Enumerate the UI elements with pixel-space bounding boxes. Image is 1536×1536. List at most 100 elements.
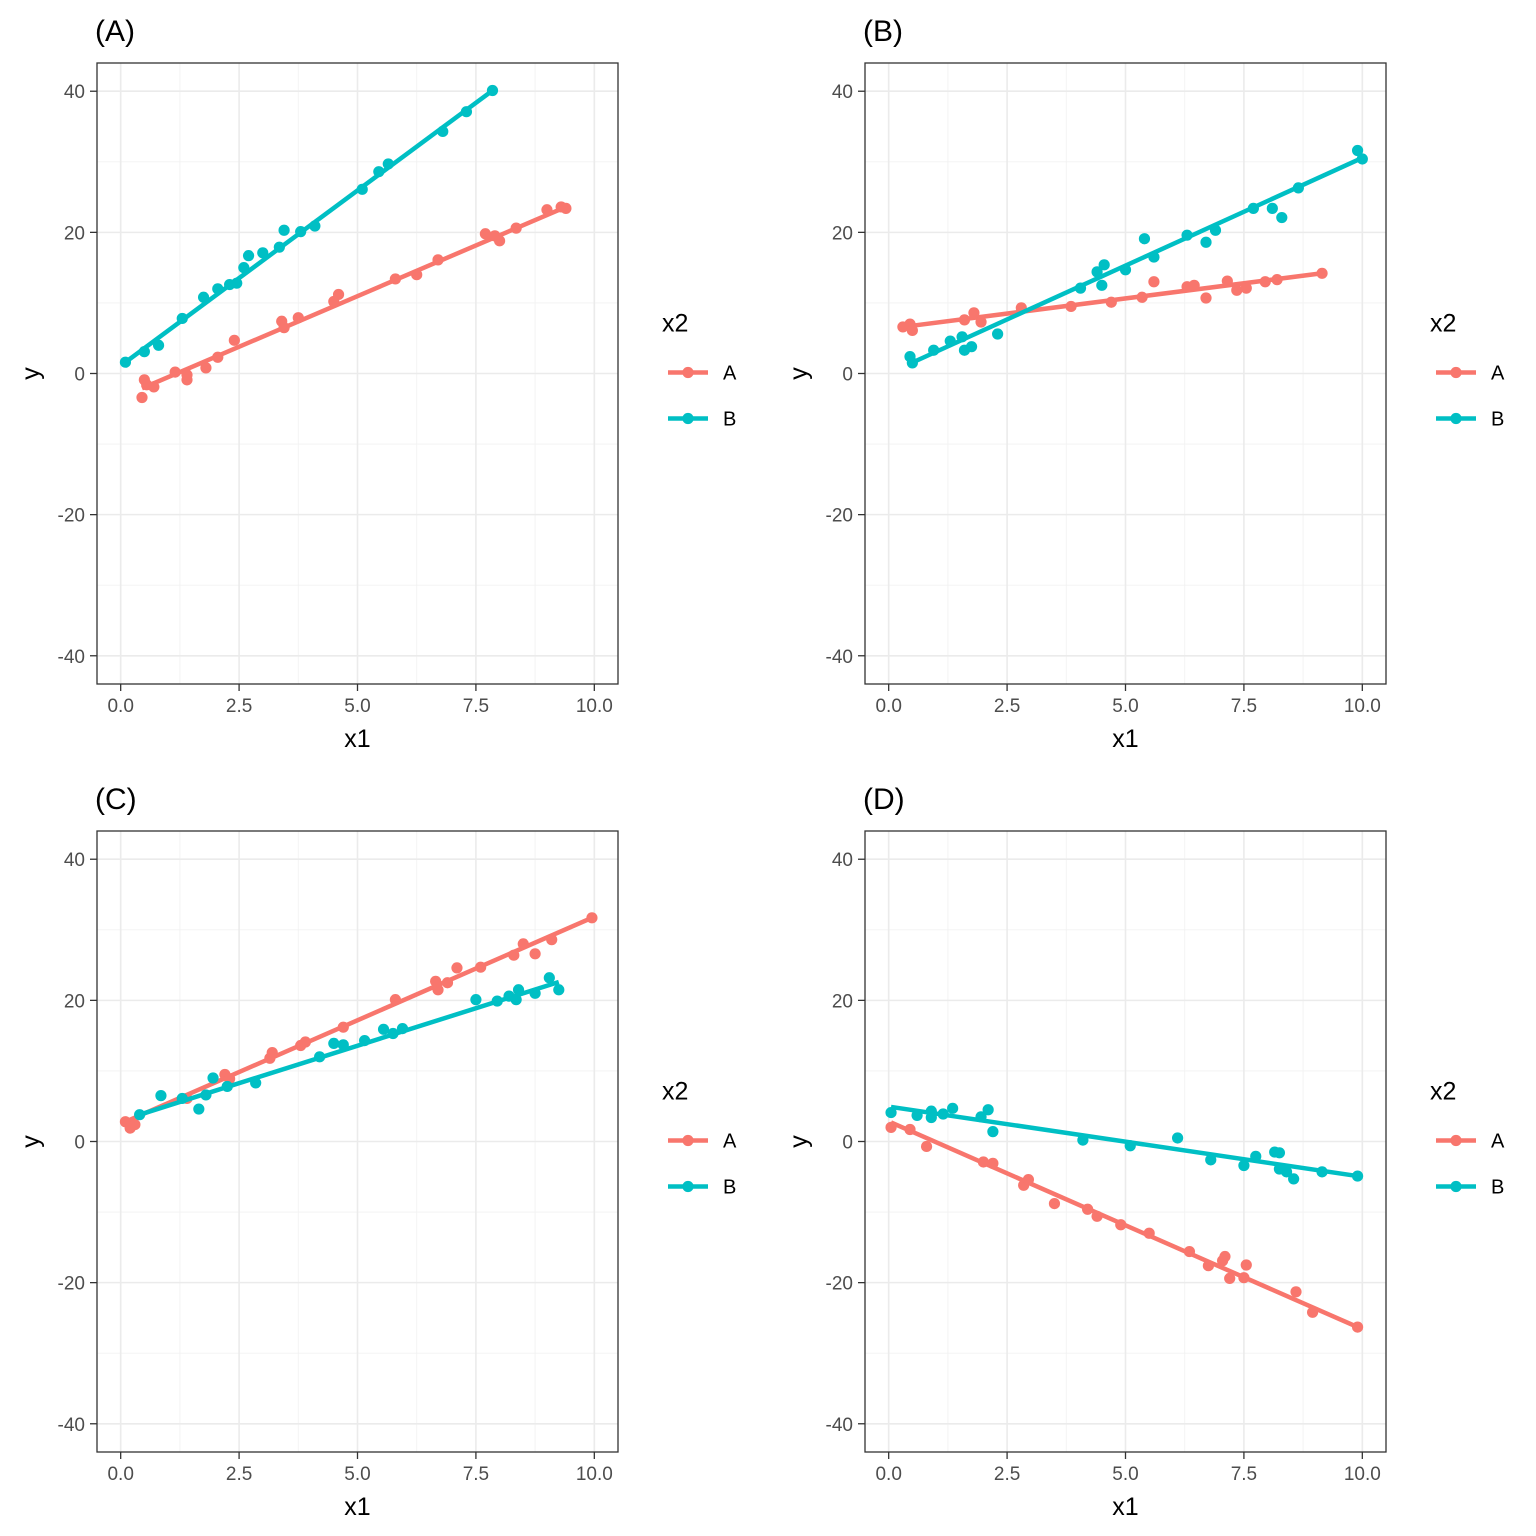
data-point [992, 328, 1004, 340]
data-point [292, 312, 304, 324]
data-point [129, 1118, 141, 1131]
data-point [1280, 1166, 1293, 1178]
data-point [295, 226, 307, 238]
x-axis-label: x1 [344, 725, 370, 753]
legend-title: x2 [662, 310, 688, 338]
x-axis-label: x1 [1112, 725, 1138, 753]
y-tick-label: -20 [826, 1274, 853, 1295]
y-tick-label: -40 [58, 1415, 85, 1436]
data-point [493, 235, 506, 247]
data-point [1356, 153, 1368, 165]
data-point [512, 984, 525, 996]
panel-3: 0.0 2.5 5.0 7.5 10.0 -40 -20 0 20 40 x1 y (C) x2 A B [17, 783, 737, 1521]
data-point [1224, 1272, 1236, 1285]
y-tick-label: -40 [826, 1415, 853, 1436]
data-point [176, 312, 188, 325]
data-point [231, 277, 243, 289]
data-point [266, 1046, 278, 1059]
data-point [1143, 1227, 1155, 1239]
data-point [1266, 202, 1278, 214]
data-point [968, 307, 980, 319]
series-A [885, 1120, 1364, 1333]
data-point [491, 995, 503, 1007]
data-point [1288, 1173, 1300, 1185]
data-point [299, 1036, 311, 1048]
y-tick-label: 40 [64, 82, 85, 103]
data-point [238, 262, 250, 274]
data-point [944, 335, 956, 347]
y-tick-label: 0 [74, 365, 85, 386]
y-axis-label: y [785, 367, 813, 380]
data-point [1316, 1166, 1328, 1178]
data-point [904, 1123, 916, 1136]
data-point [1200, 292, 1212, 304]
data-point [389, 994, 401, 1006]
data-point [937, 1108, 949, 1120]
data-point [1209, 224, 1222, 236]
data-point [1240, 1259, 1252, 1271]
data-point [1048, 1198, 1061, 1210]
data-point [197, 291, 210, 303]
data-point [250, 1077, 262, 1089]
data-point [977, 1156, 990, 1168]
data-point [377, 1023, 390, 1035]
legend-title: x2 [1430, 1078, 1456, 1106]
data-point [200, 1089, 212, 1101]
data-point [1292, 182, 1304, 194]
legend: x2 A B [1430, 310, 1505, 431]
data-point [193, 1103, 205, 1115]
data-point [1183, 1245, 1196, 1258]
series-B [885, 1102, 1364, 1185]
data-point [221, 1080, 233, 1093]
data-point [212, 283, 224, 295]
y-tick-label: 40 [832, 82, 853, 103]
data-point [508, 949, 520, 961]
data-point [529, 948, 541, 960]
data-point [432, 254, 444, 266]
y-axis-label: y [17, 367, 45, 380]
data-point [1238, 1159, 1250, 1172]
data-point [510, 222, 522, 234]
y-tick-label: 20 [64, 991, 85, 1012]
data-point [278, 224, 290, 236]
data-point [257, 247, 269, 259]
data-point [1219, 1250, 1231, 1263]
legend-label-B: B [1491, 1177, 1504, 1199]
data-point [389, 273, 401, 285]
data-point [138, 346, 150, 358]
data-point [1136, 291, 1148, 303]
data-point [309, 220, 321, 232]
data-point [1259, 276, 1271, 288]
data-point [1115, 1219, 1127, 1231]
x-tick-label: 0.0 [107, 696, 133, 717]
data-point [517, 938, 529, 950]
legend-title: x2 [662, 1078, 688, 1106]
legend-key-point-A [1450, 1134, 1462, 1147]
x-tick-label: 10.0 [576, 1464, 613, 1485]
data-point [1351, 144, 1364, 157]
legend-label-A: A [1491, 1131, 1505, 1153]
panel-4: 0.0 2.5 5.0 7.5 10.0 -40 -20 0 20 40 x1 y (D) x2 A B [785, 783, 1505, 1521]
data-point [475, 961, 487, 973]
data-point [176, 1092, 188, 1105]
x-tick-label: 10.0 [1344, 696, 1381, 717]
x-tick-label: 2.5 [994, 1464, 1020, 1485]
legend-label-A: A [723, 1131, 737, 1153]
legend-label-B: B [723, 409, 736, 431]
data-point [956, 331, 968, 343]
data-point [207, 1072, 219, 1084]
data-point [1273, 1147, 1286, 1159]
x-tick-label: 2.5 [226, 1464, 252, 1485]
x-tick-label: 0.0 [875, 696, 901, 717]
y-tick-label: 0 [74, 1133, 85, 1154]
x-tick-label: 7.5 [463, 1464, 489, 1485]
y-tick-label: 40 [832, 850, 853, 871]
data-point [1022, 1174, 1035, 1186]
x-tick-label: 7.5 [1231, 696, 1257, 717]
legend-title: x2 [1430, 310, 1456, 338]
data-point [212, 351, 224, 363]
legend-label-B: B [1491, 409, 1504, 431]
y-tick-label: 20 [64, 223, 85, 244]
data-point [437, 125, 449, 138]
data-point [1271, 274, 1283, 286]
